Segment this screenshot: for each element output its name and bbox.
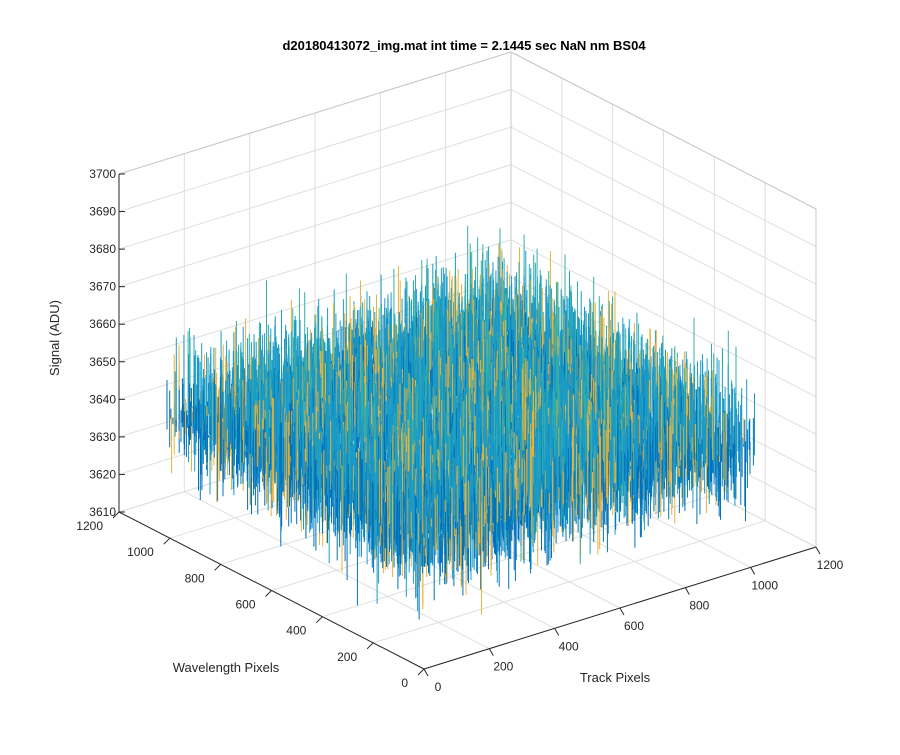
x-tick-mark [555, 628, 559, 635]
surface-layer [167, 226, 755, 620]
y-tick-mark [164, 538, 170, 544]
y-tick-mark [316, 617, 322, 623]
y-tick-mark [215, 564, 221, 570]
y-tick-mark [266, 591, 272, 597]
y-tick-mark [367, 643, 373, 649]
y-tick-mark [418, 669, 424, 675]
x-tick-mark [816, 547, 820, 554]
x-tick-mark [620, 608, 624, 615]
x-tick-mark [424, 669, 428, 676]
x-tick-mark [489, 649, 493, 656]
x-tick-mark [685, 588, 689, 595]
x-tick-mark [751, 567, 755, 574]
